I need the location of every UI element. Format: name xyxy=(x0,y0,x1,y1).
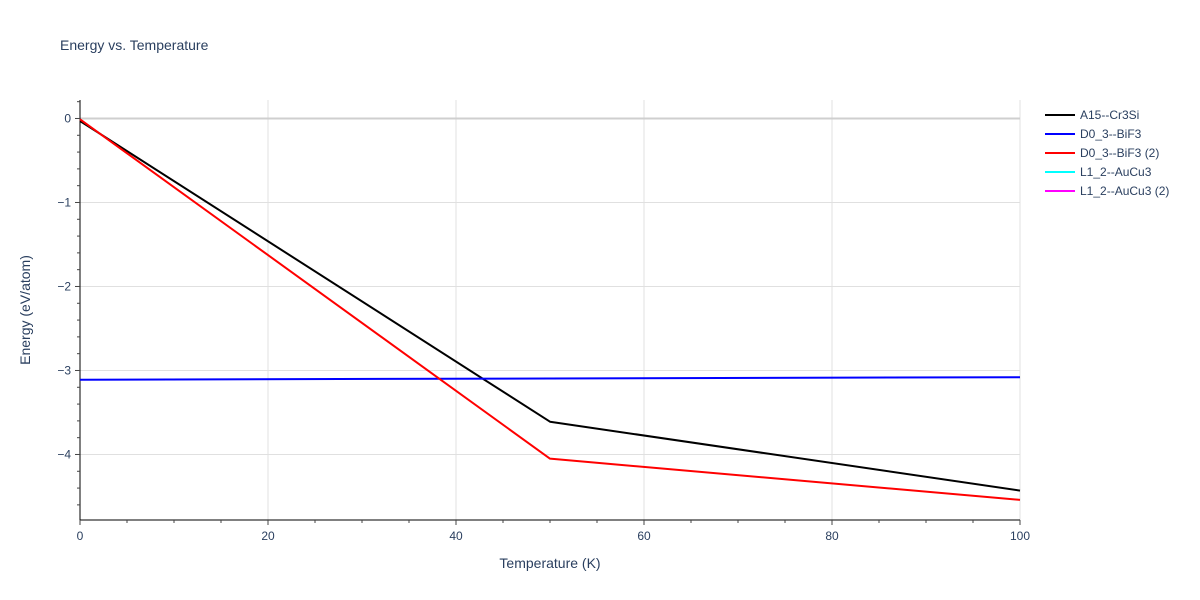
chart-title: Energy vs. Temperature xyxy=(60,37,209,53)
legend-label-0: A15--Cr3Si xyxy=(1080,108,1139,122)
grid-layer xyxy=(80,100,1021,520)
x-tick-label-2: 40 xyxy=(449,529,463,543)
legend-item-3[interactable]: L1_2--AuCu3 xyxy=(1045,165,1152,179)
y-tick-label-0: 0 xyxy=(64,111,71,125)
legend-item-1[interactable]: D0_3--BiF3 xyxy=(1045,127,1142,141)
series-line-2 xyxy=(79,118,1021,501)
legend-item-0[interactable]: A15--Cr3Si xyxy=(1045,108,1139,122)
legend-label-4: L1_2--AuCu3 (2) xyxy=(1080,184,1169,198)
y-axis-label: Energy (eV/atom) xyxy=(17,255,33,365)
legend-item-4[interactable]: L1_2--AuCu3 (2) xyxy=(1045,184,1169,198)
x-tick-label-5: 100 xyxy=(1010,529,1030,543)
axes-layer: 0 20 40 60 80 100 0 −1 −2 −3 −4 xyxy=(57,100,1030,543)
x-tick-label-0: 0 xyxy=(77,529,84,543)
y-tick-label-2: −2 xyxy=(57,279,71,293)
y-tick-label-3: −3 xyxy=(57,363,71,377)
legend-label-2: D0_3--BiF3 (2) xyxy=(1080,146,1159,160)
legend-label-3: L1_2--AuCu3 xyxy=(1080,165,1152,179)
x-tick-label-1: 20 xyxy=(261,529,275,543)
x-axis-label: Temperature (K) xyxy=(499,555,600,571)
x-tick-label-3: 60 xyxy=(637,529,651,543)
series-line-1 xyxy=(79,376,1021,381)
legend-item-2[interactable]: D0_3--BiF3 (2) xyxy=(1045,146,1159,160)
y-tick-label-4: −4 xyxy=(57,447,71,461)
legend-label-1: D0_3--BiF3 xyxy=(1080,127,1142,141)
legend: A15--Cr3Si D0_3--BiF3 D0_3--BiF3 (2) L1_2--… xyxy=(1045,108,1169,198)
y-tick-label-1: −1 xyxy=(57,195,71,209)
series-line-0 xyxy=(79,120,1021,492)
x-tick-label-4: 80 xyxy=(825,529,839,543)
series-layer xyxy=(79,118,1021,501)
